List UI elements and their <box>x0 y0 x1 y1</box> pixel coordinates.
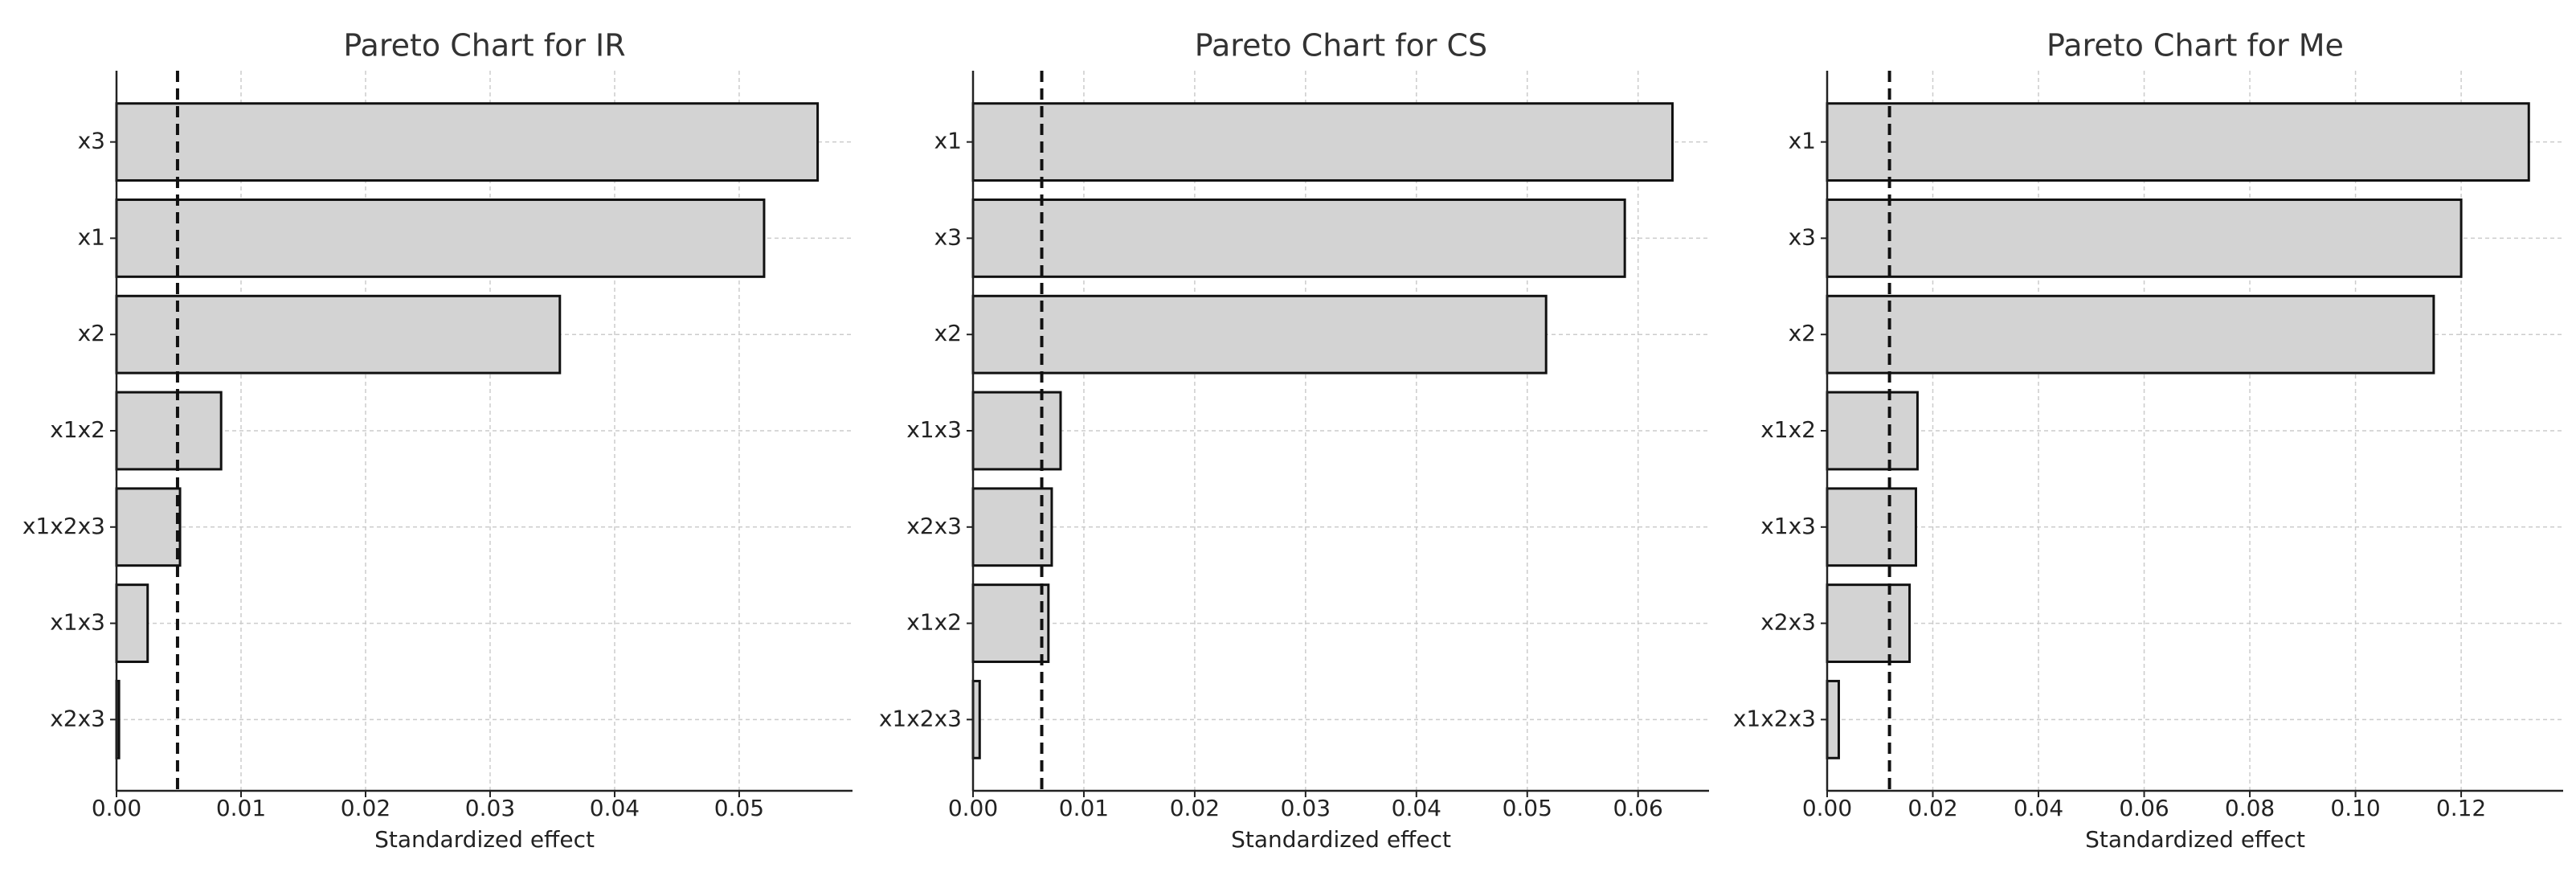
y-tick-label: x2 <box>1789 320 1816 346</box>
bar <box>971 487 1053 567</box>
y-tick-label: x1 <box>1789 128 1816 154</box>
y-tick-label: x3 <box>78 128 105 154</box>
x-tick-label: 0.05 <box>1503 795 1552 821</box>
y-tick-label: x1x2 <box>1760 416 1816 443</box>
x-tick-label: 0.04 <box>1392 795 1441 821</box>
y-tick-label: x2x3 <box>1760 609 1816 636</box>
y-tick-label: x1x2x3 <box>22 513 105 539</box>
y-tick-label: x2x3 <box>906 513 962 539</box>
bar <box>971 199 1626 278</box>
y-tick-label: x1 <box>934 128 962 154</box>
x-tick-label: 0.05 <box>714 795 764 821</box>
x-axis-label: Standardized effect <box>374 826 595 853</box>
y-tick-label: x1x2x3 <box>1733 705 1816 731</box>
bar <box>115 102 820 182</box>
bar <box>1826 391 1919 471</box>
y-tick-label: x2 <box>78 320 105 346</box>
y-tick-label: x1x2 <box>906 609 962 636</box>
x-tick-label: 0.00 <box>92 795 141 821</box>
bar <box>971 102 1674 182</box>
bar <box>971 391 1062 471</box>
y-tick-label: x1x2 <box>50 416 105 443</box>
x-tick-label: 0.06 <box>2119 795 2169 821</box>
x-tick-label: 0.12 <box>2436 795 2486 821</box>
bar <box>115 583 149 663</box>
bar <box>1826 487 1917 567</box>
bar <box>115 391 223 471</box>
x-tick-label: 0.01 <box>216 795 266 821</box>
y-tick-label: x1x3 <box>1760 513 1816 539</box>
y-tick-label: x1 <box>78 223 105 250</box>
x-tick-label: 0.06 <box>1613 795 1663 821</box>
bar <box>1826 102 2530 182</box>
chart-title: Pareto Chart for IR <box>343 28 625 63</box>
x-tick-label: 0.00 <box>948 795 998 821</box>
x-tick-label: 0.02 <box>1907 795 1957 821</box>
x-tick-label: 0.04 <box>2014 795 2063 821</box>
x-tick-label: 0.03 <box>465 795 515 821</box>
x-tick-label: 0.04 <box>590 795 640 821</box>
y-tick-label: x3 <box>934 223 962 250</box>
x-tick-label: 0.02 <box>341 795 390 821</box>
bar <box>1826 199 2463 278</box>
y-tick-label: x1x2x3 <box>879 705 962 731</box>
chart-title: Pareto Chart for CS <box>1195 28 1487 63</box>
y-tick-label: x1x3 <box>906 416 962 443</box>
bar <box>115 199 766 278</box>
bar <box>1826 583 1912 663</box>
bar <box>1826 294 2435 375</box>
bar <box>115 487 182 567</box>
y-tick-label: x2 <box>934 320 962 346</box>
x-tick-label: 0.03 <box>1281 795 1331 821</box>
x-tick-label: 0.02 <box>1170 795 1220 821</box>
x-axis-label: Standardized effect <box>1231 826 1451 853</box>
bar <box>1826 679 1840 759</box>
y-tick-label: x3 <box>1789 223 1816 250</box>
x-tick-label: 0.00 <box>1802 795 1852 821</box>
x-tick-label: 0.01 <box>1059 795 1109 821</box>
x-tick-label: 0.08 <box>2225 795 2275 821</box>
x-tick-label: 0.10 <box>2330 795 2380 821</box>
chart-title: Pareto Chart for Me <box>2046 28 2344 63</box>
y-tick-label: x2x3 <box>50 705 105 731</box>
bar <box>971 583 1050 663</box>
y-tick-label: x1x3 <box>50 609 105 636</box>
bar <box>115 294 562 375</box>
bar <box>971 294 1548 375</box>
x-axis-label: Standardized effect <box>2085 826 2305 853</box>
